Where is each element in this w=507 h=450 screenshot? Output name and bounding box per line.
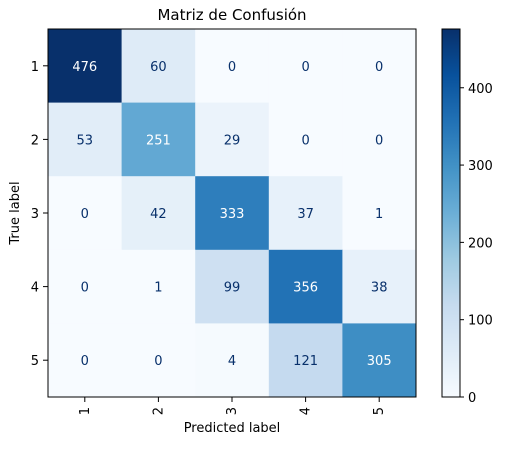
heatmap-cell — [342, 102, 417, 177]
heatmap-cell — [268, 102, 343, 177]
cell-value-label: 121 — [293, 354, 318, 369]
cell-value-label: 251 — [146, 133, 171, 148]
heatmap-cell — [195, 29, 270, 104]
cell-value-label: 38 — [371, 281, 388, 296]
x-axis-label: Predicted label — [184, 421, 281, 436]
colorbar — [441, 28, 461, 398]
heatmap-cell — [268, 176, 343, 251]
heatmap-cell-labels: 476 60 0 0 0 53 251 29 0 0 0 42 333 37 1 0 1 99 356 38 0 0 4 12… — [72, 60, 391, 369]
heatmap-cell — [121, 323, 196, 398]
cell-value-label: 333 — [220, 207, 245, 222]
cell-value-label: 356 — [293, 281, 318, 296]
heatmap-cell — [121, 29, 196, 104]
cell-value-label: 37 — [297, 207, 314, 222]
cell-value-label: 1 — [375, 207, 383, 222]
heatmap-cell — [195, 176, 270, 251]
heatmap-cell — [195, 102, 270, 177]
cell-value-label: 476 — [72, 60, 97, 75]
colorbar-tick-label: 200 — [468, 236, 493, 251]
y-axis-label: True label — [8, 181, 23, 245]
cell-value-label: 99 — [224, 281, 241, 296]
heatmap-cells — [48, 29, 417, 398]
heatmap-cell — [48, 323, 123, 398]
heatmap-cell — [195, 323, 270, 398]
x-axis-ticks: 1 2 3 4 5 — [78, 397, 387, 415]
cell-value-label: 0 — [228, 60, 236, 75]
y-tick-label: 4 — [31, 281, 39, 296]
heatmap-cell — [342, 176, 417, 251]
cell-value-label: 29 — [224, 133, 241, 148]
colorbar-ticks: 0 100 200 300 400 — [460, 82, 493, 406]
x-tick-label: 1 — [78, 407, 93, 415]
y-tick-label: 5 — [31, 354, 39, 369]
cell-value-label: 60 — [150, 60, 167, 75]
heatmap-cell — [121, 176, 196, 251]
cell-value-label: 0 — [301, 60, 309, 75]
heatmap-cell — [121, 249, 196, 324]
x-tick-label: 5 — [372, 407, 387, 415]
y-axis-ticks: 1 2 3 4 5 — [31, 60, 48, 369]
heatmap-cell — [48, 102, 123, 177]
cell-value-label: 0 — [154, 354, 162, 369]
colorbar-tick-label: 0 — [468, 391, 476, 406]
x-tick-label: 3 — [225, 407, 240, 415]
heatmap-cell — [342, 249, 417, 324]
heatmap-cell — [195, 249, 270, 324]
cell-value-label: 0 — [81, 354, 89, 369]
x-tick-label: 4 — [299, 407, 314, 415]
cell-value-label: 0 — [81, 207, 89, 222]
heatmap-cell — [48, 29, 123, 104]
y-tick-label: 3 — [31, 207, 39, 222]
x-tick-label: 2 — [151, 407, 166, 415]
colorbar-tick-label: 400 — [468, 82, 493, 97]
cell-value-label: 1 — [154, 281, 162, 296]
heatmap-cell — [48, 176, 123, 251]
y-tick-label: 2 — [31, 133, 39, 148]
chart-title: Matriz de Confusión — [157, 6, 306, 24]
heatmap-cell — [121, 102, 196, 177]
cell-value-label: 0 — [375, 133, 383, 148]
heatmap-cell — [268, 29, 343, 104]
y-tick-label: 1 — [31, 60, 39, 75]
heatmap-cell — [48, 249, 123, 324]
cell-value-label: 53 — [77, 133, 94, 148]
colorbar-tick-label: 100 — [468, 314, 493, 329]
cell-value-label: 0 — [301, 133, 309, 148]
heatmap-cell — [342, 323, 417, 398]
cell-value-label: 305 — [367, 354, 392, 369]
cell-value-label: 42 — [150, 207, 167, 222]
heatmap-cell — [342, 29, 417, 104]
heatmap-cell — [268, 323, 343, 398]
heatmap-cell — [268, 249, 343, 324]
cell-value-label: 0 — [81, 281, 89, 296]
colorbar-tick-label: 300 — [468, 159, 493, 174]
cell-value-label: 4 — [228, 354, 236, 369]
cell-value-label: 0 — [375, 60, 383, 75]
